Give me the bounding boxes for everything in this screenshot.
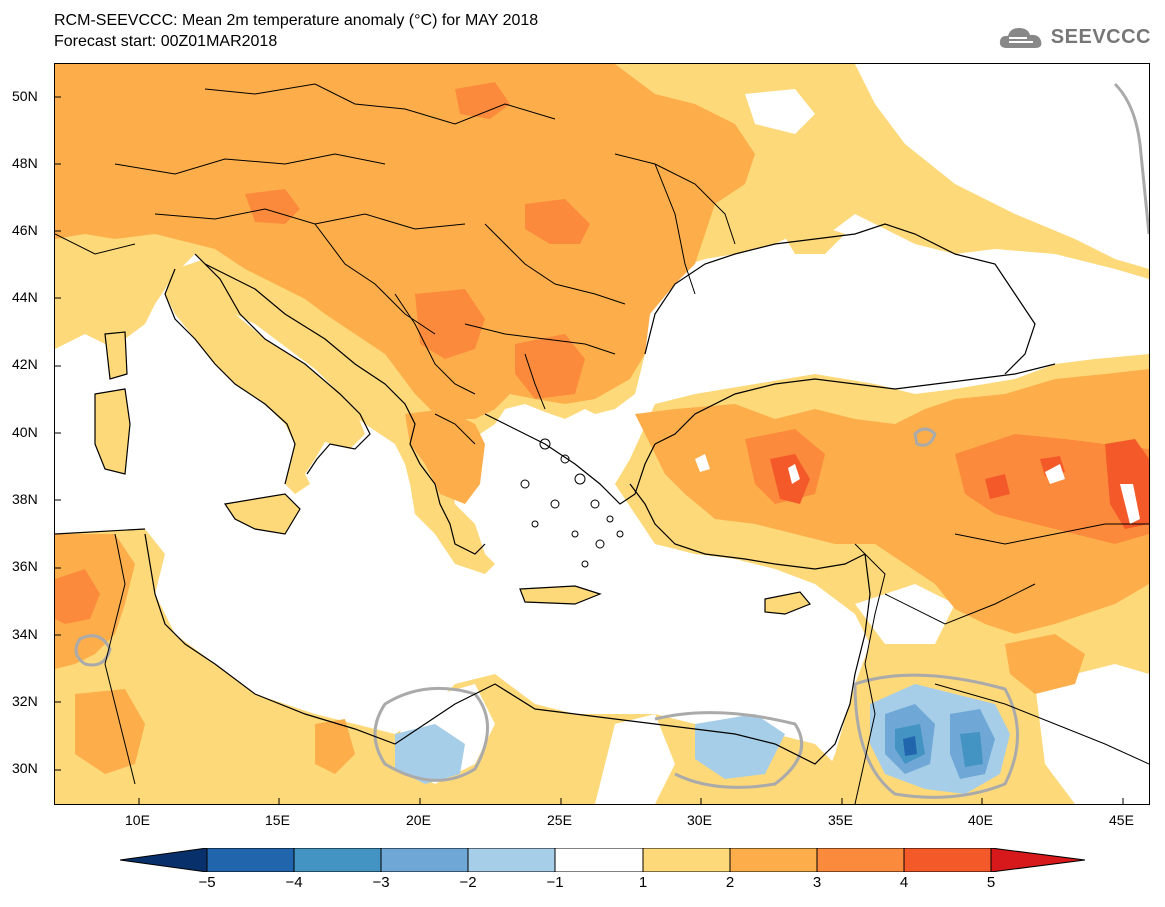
- lon-label: 25E: [547, 812, 572, 828]
- map-title: RCM-SEEVCCC: Mean 2m temperature anomaly…: [54, 12, 539, 29]
- lon-label: 20E: [406, 812, 431, 828]
- colorbar-label: −1: [546, 874, 564, 891]
- lon-label: 35E: [828, 812, 853, 828]
- lon-label: 10E: [125, 812, 150, 828]
- seevccc-logo: SEEVCCC: [997, 22, 1151, 52]
- colorbar-label: −3: [372, 874, 390, 891]
- lat-label: 38N: [12, 491, 38, 507]
- coastlines: [55, 223, 1056, 765]
- lat-label: 30N: [12, 760, 38, 776]
- borders: [55, 83, 1149, 804]
- white-spots: [695, 454, 1140, 524]
- lon-label: 15E: [265, 812, 290, 828]
- lat-label: 46N: [12, 222, 38, 238]
- forecast-start-label: Forecast start: 00Z01MAR2018: [54, 33, 278, 50]
- colorbar-segment: [206, 848, 295, 872]
- colorbar-segment: [903, 848, 992, 872]
- colorbar: [120, 848, 1086, 872]
- colorbar-segment: [816, 848, 905, 872]
- land-3-4: [55, 82, 1149, 624]
- colorbar-segment: [120, 848, 208, 872]
- colorbar-label: 2: [725, 874, 735, 891]
- colorbar-segment: [293, 848, 382, 872]
- colorbar-segment: [554, 848, 644, 872]
- lon-label: 40E: [968, 812, 993, 828]
- negative-anomalies: [395, 684, 1010, 794]
- lat-label: 44N: [12, 289, 38, 305]
- lon-label: 30E: [687, 812, 712, 828]
- colorbar-segment: [642, 848, 731, 872]
- colorbar-label: −2: [459, 874, 477, 891]
- colorbar-segment: [990, 848, 1086, 872]
- lat-label: 34N: [12, 626, 38, 642]
- lat-label: 40N: [12, 424, 38, 440]
- lat-label: 48N: [12, 155, 38, 171]
- lon-label: 45E: [1109, 812, 1134, 828]
- cloud-icon: [999, 28, 1042, 48]
- colorbar-label: −4: [285, 874, 303, 891]
- colorbar-label: −5: [198, 874, 216, 891]
- aegean-islands: [520, 438, 624, 568]
- lat-label: 36N: [12, 558, 38, 574]
- colorbar-label: 5: [986, 874, 996, 891]
- colorbar-segment: [380, 848, 469, 872]
- anomaly-map: [54, 63, 1150, 805]
- colorbar-label: 4: [899, 874, 909, 891]
- logo-text: SEEVCCC: [1050, 25, 1151, 48]
- lat-label: 42N: [12, 356, 38, 372]
- lat-label: 32N: [12, 693, 38, 709]
- colorbar-segment: [729, 848, 818, 872]
- colorbar-segment: [467, 848, 556, 872]
- colorbar-label: 1: [638, 874, 648, 891]
- lat-label: 50N: [12, 88, 38, 104]
- tick-marks: [55, 96, 1124, 804]
- zero-contour: [74, 82, 1149, 799]
- colorbar-label: 3: [812, 874, 822, 891]
